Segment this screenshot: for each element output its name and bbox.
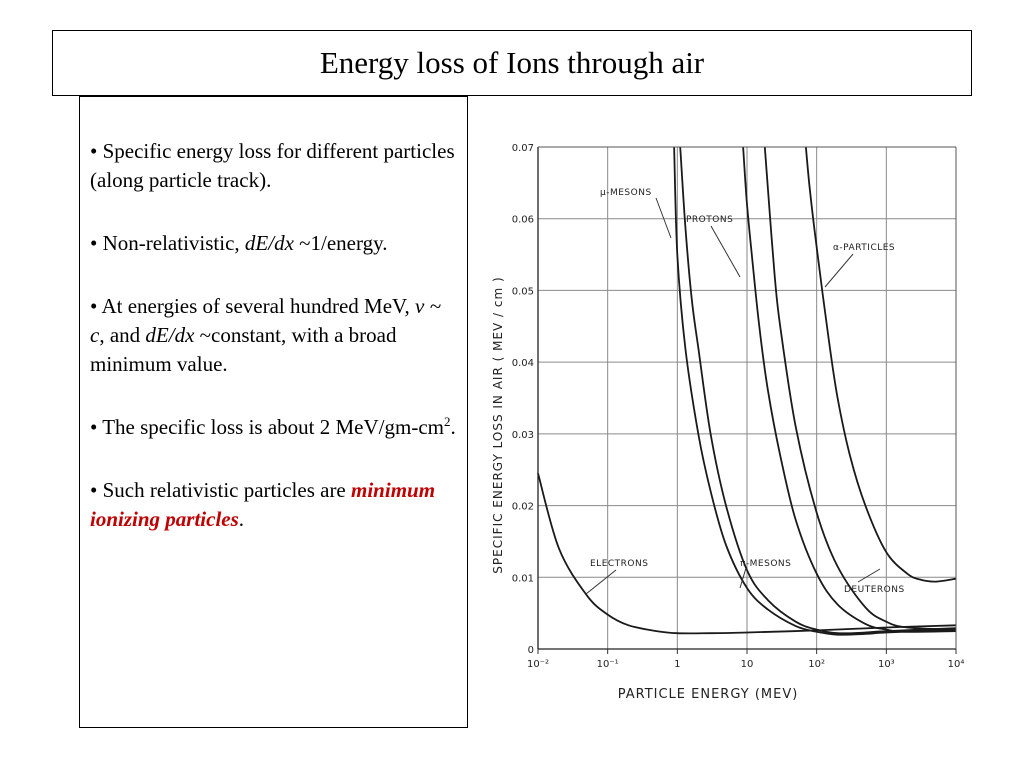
chart-curves <box>537 146 957 636</box>
x-tick-label: 10⁻² <box>527 659 549 670</box>
x-tick-label: 10³ <box>878 659 895 670</box>
bullet-relativistic: • At energies of several hundred MeV, v … <box>90 292 459 379</box>
series-label-protons: PROTONS <box>686 215 733 225</box>
series-line-mesons <box>673 146 957 636</box>
y-tick-label: 0.02 <box>512 502 534 513</box>
y-tick-label: 0.03 <box>512 430 534 441</box>
bullet-list-box: • Specific energy loss for different par… <box>79 96 468 728</box>
y-tick-label: 0 <box>528 645 534 656</box>
y-tick-label: 0.06 <box>512 215 534 226</box>
bullet-5-pre: • Such relativistic particles are <box>90 478 352 502</box>
x-tick-label: 10² <box>808 659 825 670</box>
leader-line <box>585 569 617 595</box>
bullet-3-mid: , and <box>99 323 146 347</box>
leader-line <box>824 253 854 288</box>
x-tick-label: 10⁴ <box>948 659 965 670</box>
y-tick-label: 0.05 <box>512 286 534 297</box>
series-label-mesons: μ-MESONS <box>600 188 652 198</box>
chart-svg: 10⁻² 10⁻¹ 1 10 10² 10³ 10⁴ 0 0.01 0.02 0.03 0.04 0.0… <box>491 143 965 702</box>
series-line-mesons <box>679 146 957 635</box>
series-label-deuterons: DEUTERONS <box>844 585 905 595</box>
energy-loss-chart: 10⁻² 10⁻¹ 1 10 10² 10³ 10⁴ 0 0.01 0.02 0.03 0.04 0.0… <box>478 120 968 728</box>
bullet-specific-loss: • Specific energy loss for different par… <box>90 137 459 195</box>
leader-line <box>857 568 881 583</box>
x-tick-label: 1 <box>674 659 680 670</box>
series-label-mesons: π-MESONS <box>740 559 791 569</box>
chart-series-labels: ELECTRONS μ-MESONS π-MESONS PROTONS DEUTERON… <box>585 188 905 595</box>
bullet-non-relativistic: • Non-relativistic, dE/dx ~1/energy. <box>90 229 459 258</box>
bullet-2-formula: dE/dx <box>244 231 294 255</box>
chart-grid <box>538 147 956 649</box>
bullet-1-text: • Specific energy loss for different par… <box>90 139 455 192</box>
series-line-electrons <box>537 473 957 635</box>
series-line-protons <box>742 146 957 633</box>
series-line-deuterons <box>763 146 957 631</box>
x-tick-label: 10 <box>741 659 754 670</box>
bullet-3-formula: dE/dx <box>145 323 195 347</box>
bullet-min-ionizing: • Such relativistic particles are minimu… <box>90 476 459 534</box>
bullet-5-highlight: minimum ionizing particles <box>90 478 436 531</box>
series-label-particles: α-PARTICLES <box>833 243 895 253</box>
bullet-4-post: . <box>450 415 456 439</box>
bullet-3-pre: • At energies of several hundred MeV, <box>90 294 415 318</box>
series-label-electrons: ELECTRONS <box>590 559 648 569</box>
bullet-4-sup: 2 <box>444 414 451 429</box>
y-tick-label: 0.07 <box>512 143 534 154</box>
series-line-particles <box>805 146 957 583</box>
bullet-2-post: ~1/energy. <box>293 231 388 255</box>
x-tick-label: 10⁻¹ <box>597 659 619 670</box>
bullet-specific-loss-value: • The specific loss is about 2 MeV/gm-cm… <box>90 413 459 442</box>
bullet-4-pre: • The specific loss is about 2 MeV/gm-cm <box>90 415 444 439</box>
y-tick-label: 0.01 <box>512 573 534 584</box>
slide-title-box: Energy loss of Ions through air <box>52 30 972 96</box>
bullet-5-post: . <box>238 507 245 531</box>
bullet-3-post: ~constant, with a broad minimum value. <box>90 323 397 376</box>
leader-line <box>739 567 747 589</box>
leader-line <box>710 225 741 278</box>
slide-title: Energy loss of Ions through air <box>319 45 705 80</box>
x-axis-label: PARTICLE ENERGY (MEV) <box>618 687 799 702</box>
chart-ticks: 10⁻² 10⁻¹ 1 10 10² 10³ 10⁴ 0 0.01 0.02 0.03 0.04 0.0… <box>512 143 965 670</box>
y-axis-label: SPECIFIC ENERGY LOSS IN AIR ( MEV / cm ) <box>491 276 505 573</box>
y-tick-label: 0.04 <box>512 358 534 369</box>
bullet-2-pre: • Non-relativistic, <box>90 231 245 255</box>
leader-line <box>655 197 672 239</box>
bullet-3-velocity: v ~ c <box>90 294 441 347</box>
